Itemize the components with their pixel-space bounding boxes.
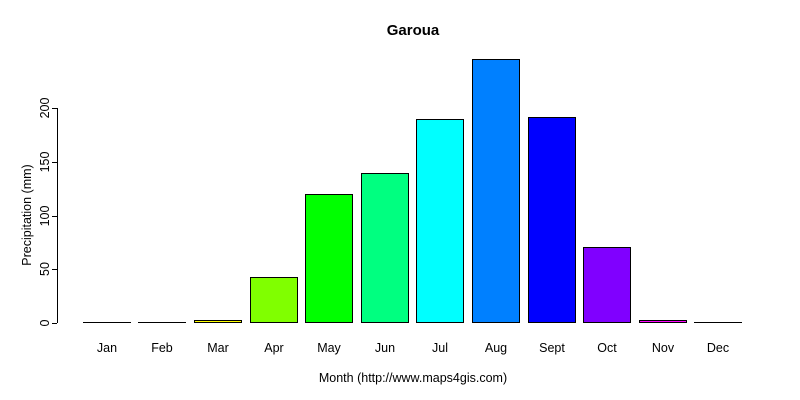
y-axis-line — [57, 108, 58, 323]
bar-sept — [528, 117, 576, 323]
y-tick-100 — [52, 216, 57, 217]
chart-title: Garoua — [386, 22, 440, 39]
y-axis-label: Precipitation (mm) — [20, 164, 34, 266]
y-tick-200 — [52, 108, 57, 109]
y-tick-label-150: 150 — [38, 151, 52, 173]
x-label-may: May — [317, 341, 341, 355]
x-label-oct: Oct — [597, 341, 617, 355]
x-label-jul: Jul — [432, 341, 448, 355]
bar-nov — [639, 320, 687, 323]
bar-aug — [472, 59, 520, 323]
bar-feb-zero — [138, 322, 186, 323]
x-label-apr: Apr — [264, 341, 284, 355]
bar-jul — [416, 119, 464, 323]
x-label-aug: Aug — [484, 341, 508, 355]
bar-mar — [194, 320, 242, 323]
bar-oct — [583, 247, 631, 323]
y-tick-0 — [52, 323, 57, 324]
x-label-sept: Sept — [539, 341, 565, 355]
x-label-nov: Nov — [651, 341, 675, 355]
x-label-dec: Dec — [706, 341, 730, 355]
bar-dec-zero — [694, 322, 742, 323]
y-tick-label-50: 50 — [38, 262, 52, 276]
bar-jun — [361, 173, 409, 323]
bar-apr — [250, 277, 298, 323]
x-axis-label: Month (http://www.maps4gis.com) — [318, 371, 508, 385]
x-label-jun: Jun — [374, 341, 396, 355]
y-tick-50 — [52, 269, 57, 270]
y-tick-label-100: 100 — [38, 205, 52, 227]
x-label-jan: Jan — [96, 341, 118, 355]
y-tick-150 — [52, 162, 57, 163]
bar-jan-zero — [83, 322, 131, 323]
y-tick-label-200: 200 — [38, 97, 52, 119]
y-tick-label-0: 0 — [38, 319, 52, 327]
x-label-mar: Mar — [207, 341, 229, 355]
x-label-feb: Feb — [151, 341, 173, 355]
bar-may — [305, 194, 353, 323]
